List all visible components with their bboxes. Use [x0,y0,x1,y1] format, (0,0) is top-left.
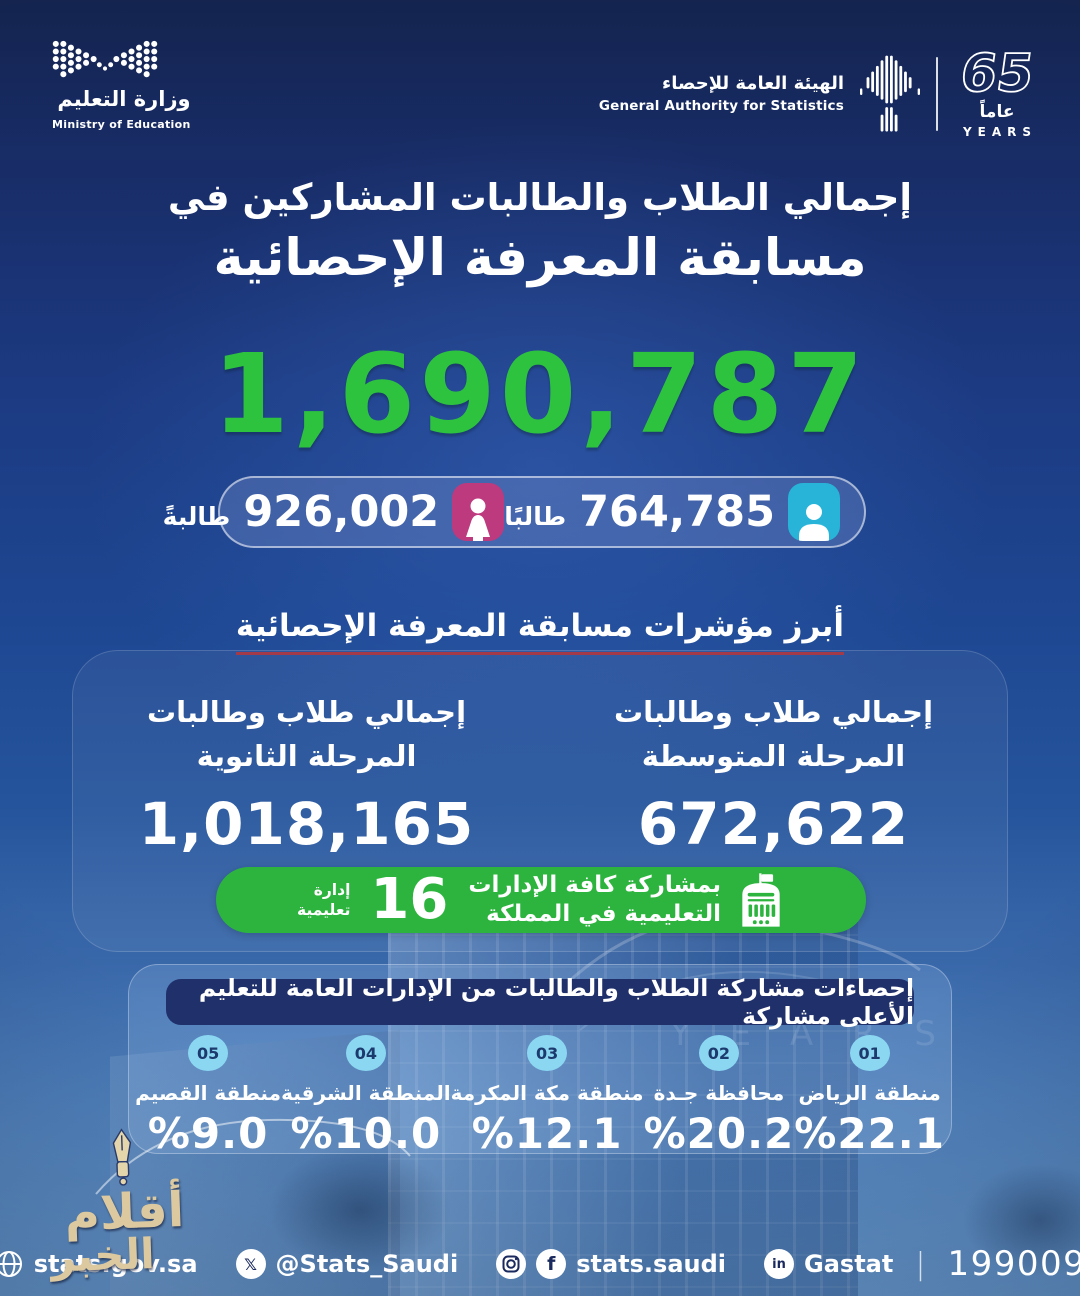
palm-tree-silhouette [230,1120,490,1296]
moe-arabic-name: وزارة التعليم [57,87,191,111]
gastat-logo: الهيئة العامة للإحصاء General Authority … [599,43,1040,139]
social-item: f stats.saudi [496,1249,726,1279]
linkedin-text: Gastat [804,1250,894,1278]
region-stat-eastern: 04 المنطقة الشرقية %10.0 [281,1035,451,1158]
departments-count: 16 [370,867,449,932]
male-label: طالبًا [504,501,567,531]
twitter-item: 𝕏 @Stats_Saudi [235,1249,459,1279]
stage-columns: إجمالي طلاب وطالبات المرحلة المتوسطة 672… [73,651,1007,858]
anniversary-arabic: عاماً [979,102,1015,122]
region-stat-riyadh: 01 منطقة الرياض %22.1 [794,1035,945,1158]
header: وزارة التعليم Ministry of Education الهي… [52,40,1040,139]
gastat-english-name: General Authority for Statistics [598,98,844,114]
building-silhouette-main [388,870,858,1296]
footer-separator: | [915,1246,926,1282]
education-department-icon [742,873,780,927]
intermediate-stage-value: 672,622 [637,790,910,858]
secondary-stage-label: إجمالي طلاب وطالبات المرحلة الثانوية [146,695,467,773]
departments-unit: إدارة تعليمية [297,880,351,919]
male-student-icon [788,483,840,541]
watermark-aqlam-alkhabar: أقلام الخبر [31,1123,216,1282]
gastat-arabic-name: الهيئة العامة للإحصاء [662,73,844,94]
palm-tree-silhouette [930,1140,1080,1296]
anniversary-65-years: 65 عاماً YEARS [954,43,1040,139]
watermark-swoosh [95,1118,411,1195]
male-count: 764,785 [579,486,775,537]
gastat-names: الهيئة العامة للإحصاء General Authority … [599,73,844,114]
ministry-of-education-logo: وزارة التعليم Ministry of Education [52,40,191,131]
indicators-heading: أبرز مؤشرات مسابقة المعرفة الإحصائية [0,608,1080,655]
secondary-stage-value: 1,018,165 [138,790,475,858]
intermediate-stage-stat: إجمالي طلاب وطالبات المرحلة المتوسطة 672… [540,691,1007,858]
rank-badge: 04 [345,1035,386,1071]
region-stat-jeddah: 02 محافظة جـدة %20.2 [644,1035,795,1158]
regions-heading: إحصاءات مشاركة الطلاب والطالبات من الإدا… [166,974,914,1030]
female-student-icon [452,483,505,541]
rank-badge: 01 [849,1035,890,1071]
gender-breakdown-pill: 764,785 طالبًا 926,002 طالبةً [163,476,866,548]
website-text: stats.gov.sa [33,1250,198,1278]
indicators-heading-text: أبرز مؤشرات مسابقة المعرفة الإحصائية [235,608,845,655]
female-students-stat: 926,002 طالبةً [163,483,505,541]
page-title: إجمالي الطلاب والطالبات المشاركين في مسا… [0,176,1080,288]
regions-row: 01 منطقة الرياض %22.1 02 محافظة جـدة %20… [129,1035,951,1158]
total-participants-value: 1,690,787 [212,330,868,458]
rank-badge: 03 [527,1035,568,1071]
title-line-2: مسابقة المعرفة الإحصائية [213,229,867,288]
instagram-icon [496,1249,527,1279]
departments-text: بمشاركة كافة الإدارات التعليمية في الممل… [468,872,721,927]
secondary-stage-stat: إجمالي طلاب وطالبات المرحلة الثانوية 1,0… [73,691,540,858]
logo-divider [936,56,938,131]
male-students-stat: 764,785 طالبًا [504,483,840,541]
footer: stats.gov.sa 𝕏 @Stats_Saudi f stats.saud… [0,1244,1080,1284]
website-item: stats.gov.sa [0,1249,198,1279]
anniversary-english: YEARS [962,125,1038,139]
gastat-palm-icon [860,55,920,131]
indicators-card: إجمالي طلاب وطالبات المرحلة المتوسطة 672… [72,650,1008,952]
female-count: 926,002 [243,486,440,537]
linkedin-icon: in [764,1249,795,1279]
moe-dots-icon [52,40,158,78]
rank-badge: 05 [188,1035,229,1071]
intermediate-stage-label: إجمالي طلاب وطالبات المرحلة المتوسطة [613,695,934,773]
departments-bar: بمشاركة كافة الإدارات التعليمية في الممل… [216,867,866,933]
region-stat-makkah: 03 منطقة مكة المكرمة %12.1 [451,1035,644,1158]
facebook-icon: f [536,1249,567,1279]
rank-badge: 02 [698,1035,739,1071]
pen-icon [112,1128,132,1186]
linkedin-item: in Gastat [764,1249,893,1279]
regions-card: إحصاءات مشاركة الطلاب والطالبات من الإدا… [128,964,952,1158]
moe-english-name: Ministry of Education [52,118,191,131]
social-text: stats.saudi [576,1250,727,1278]
female-label: طالبةً [162,501,231,531]
globe-icon [0,1251,22,1277]
service-number: 199009 [947,1244,1080,1284]
title-line-1: إجمالي الطلاب والطالبات المشاركين في [167,176,913,219]
twitter-text: @Stats_Saudi [275,1250,459,1278]
region-stat-qassim: 05 منطقة القصيم %9.0 [135,1035,281,1158]
anniversary-number: 65 [956,43,1039,105]
x-twitter-icon: 𝕏 [235,1249,266,1279]
